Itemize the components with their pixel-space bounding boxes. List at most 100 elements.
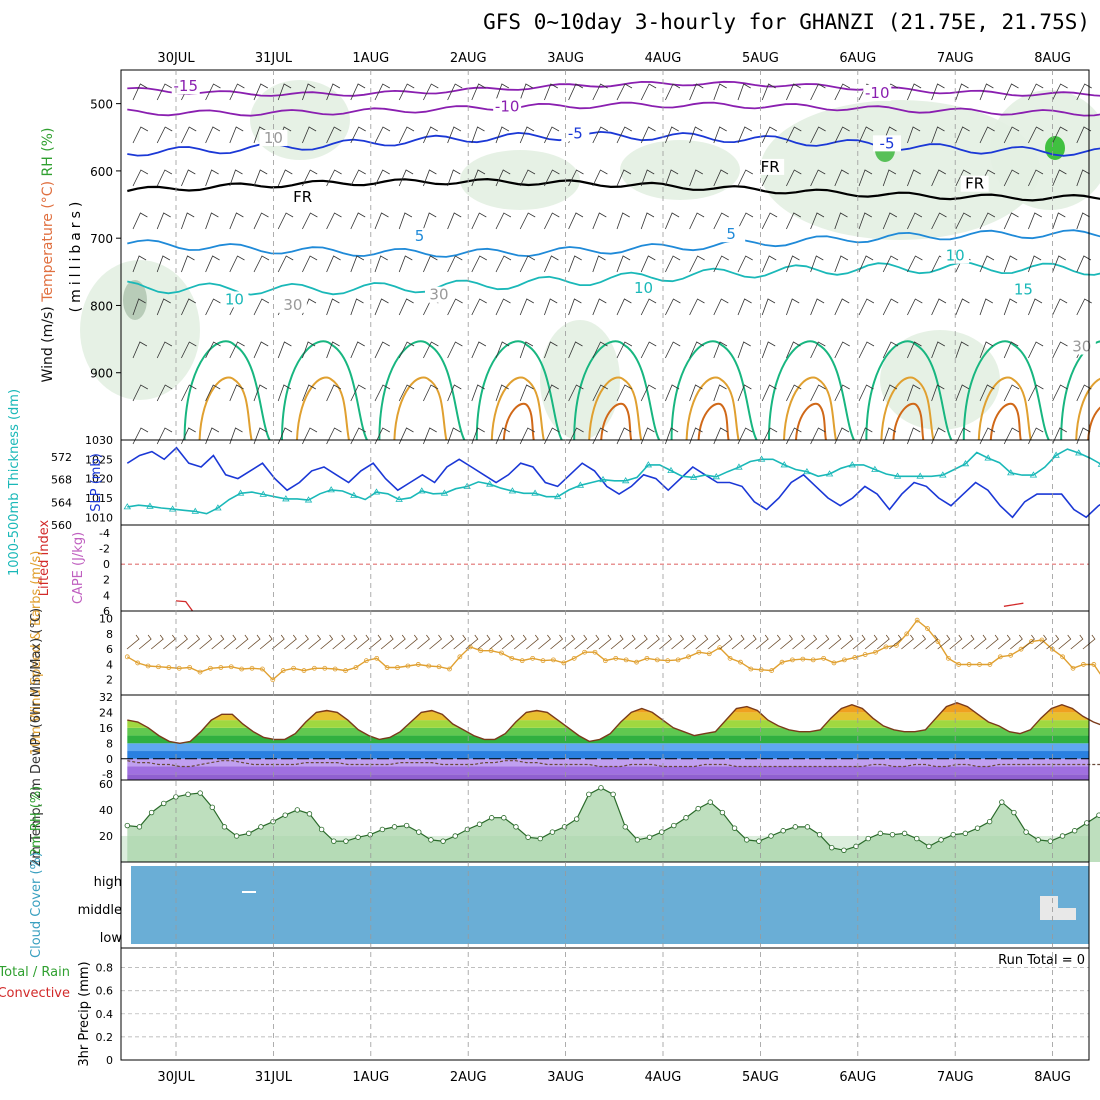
ua-wind-barb [713, 427, 728, 445]
wind-speed-point [311, 665, 317, 671]
ua-wind-barb [858, 427, 873, 445]
date-label-top: 8AUG [1034, 51, 1071, 66]
rh-point [294, 807, 301, 813]
ua-wind-barb [931, 427, 946, 445]
wind-barb [913, 634, 927, 650]
thickness-line-point [803, 467, 811, 475]
rh-point [403, 822, 410, 829]
ua-wind-barb [931, 341, 945, 359]
temp-contour-3 [127, 177, 1100, 202]
ua-wind-barb [640, 212, 655, 230]
ua-wind-barb [229, 341, 245, 359]
ua-wind-barb [616, 126, 632, 144]
thickness-line-point [1075, 449, 1083, 456]
rh-point [221, 824, 228, 830]
wind-speed-point [696, 649, 702, 655]
ua-wind-barb [592, 341, 608, 359]
ua-wind-barb [592, 384, 608, 402]
ua-wind-barb [713, 83, 727, 101]
ua-wind-barb [398, 126, 415, 144]
cloud-area [131, 866, 1089, 944]
wind-speed-point [374, 655, 380, 661]
ua-wind-barb [665, 83, 681, 101]
cloud-cat-label: low [100, 931, 123, 946]
ua-wind-barb [786, 126, 802, 144]
panel-frame-li [120, 524, 1090, 612]
ua-wind-barb [1028, 298, 1043, 316]
contour-label-bg [756, 158, 785, 175]
date-label-bottom: 31JUL [255, 1070, 293, 1085]
ua-wind-barb [132, 126, 149, 144]
date-label-bottom: 30JUL [157, 1070, 195, 1085]
ua-wind-barb [761, 427, 778, 445]
ua-wind-barb [665, 126, 679, 144]
wind-barb [429, 634, 443, 650]
wind-speed-point [353, 665, 359, 670]
wind-barb [320, 634, 334, 650]
rh-point [331, 838, 337, 844]
temp-band [127, 712, 1089, 721]
ua-wind-barb [495, 341, 510, 359]
ua-wind-barb [786, 83, 801, 101]
ua-wind-barb [907, 255, 923, 273]
date-label-top: 5AUG [742, 51, 779, 66]
upper-air-panel: -15 -10 -10 -5 -5 FR FR FR 5 5 10 10 10 15 1030 30 30 [80, 77, 1100, 445]
contour-label: -5 [880, 134, 895, 152]
ua-wind-barb [786, 341, 801, 359]
ua-wind-barb [205, 83, 221, 101]
wind-barb [296, 634, 309, 650]
ua-wind-barb [882, 255, 899, 273]
ua-wind-barb [398, 341, 415, 359]
ua-wind-barb [834, 126, 850, 144]
wind-speed-point [499, 650, 504, 656]
wind-barb [937, 634, 951, 650]
thickness-line-point [236, 489, 245, 496]
ua-wind-barb [834, 427, 850, 445]
ua-wind-barb [398, 255, 413, 273]
thickness-line-point [168, 505, 177, 512]
cloud-middle-cell [1040, 896, 1058, 920]
ua-wind-barb [1028, 427, 1044, 445]
ua-wind-barb [931, 83, 945, 101]
wind-speed-point [270, 677, 276, 683]
wind-barb [816, 634, 830, 650]
wind-barb [284, 634, 297, 650]
contour-label-bg [171, 78, 200, 95]
ua-wind-barb [761, 212, 778, 230]
ua-wind-barb [810, 83, 826, 101]
wind-speed-point [634, 659, 639, 665]
ua-wind-barb [640, 126, 656, 144]
ua-wind-barb [447, 384, 462, 402]
orange-contour-7 [880, 376, 935, 441]
li-label: Lifted Index [37, 519, 52, 596]
wind-barb [755, 634, 769, 650]
ua-wind-barb [374, 255, 388, 273]
orange-contour-2 [393, 376, 448, 441]
wind-barb [562, 634, 576, 650]
cloud-panel [131, 866, 1089, 944]
ua-wind-barb [713, 255, 729, 273]
thickness-line-point [350, 491, 358, 498]
ua-wind-barb [181, 427, 196, 445]
wind-barb [550, 634, 564, 650]
wind-barb [828, 634, 842, 650]
ua-wind-barb [253, 83, 268, 101]
wind-speed-point [197, 669, 203, 675]
ua-wind-barb [471, 126, 485, 144]
li-tick-label: 2 [103, 574, 110, 587]
rh-point [950, 831, 956, 838]
ua-wind-barb [132, 169, 149, 187]
precip-panel: Run Total = 0 [121, 953, 1089, 1061]
wind-barb [199, 634, 213, 650]
wind-speed-point [779, 659, 785, 665]
rh-point [792, 824, 799, 830]
ua-wind-barb [277, 169, 293, 187]
ua-y-tick-label: 500 [90, 98, 113, 112]
wind-speed-point [135, 660, 141, 666]
contour-label: FR [965, 175, 984, 193]
ua-wind-barb [205, 212, 219, 230]
ua-wind-barb [423, 427, 437, 445]
ua-wind-barb [713, 212, 729, 230]
ua-wind-barb [592, 212, 607, 230]
wind-barb [647, 634, 660, 650]
